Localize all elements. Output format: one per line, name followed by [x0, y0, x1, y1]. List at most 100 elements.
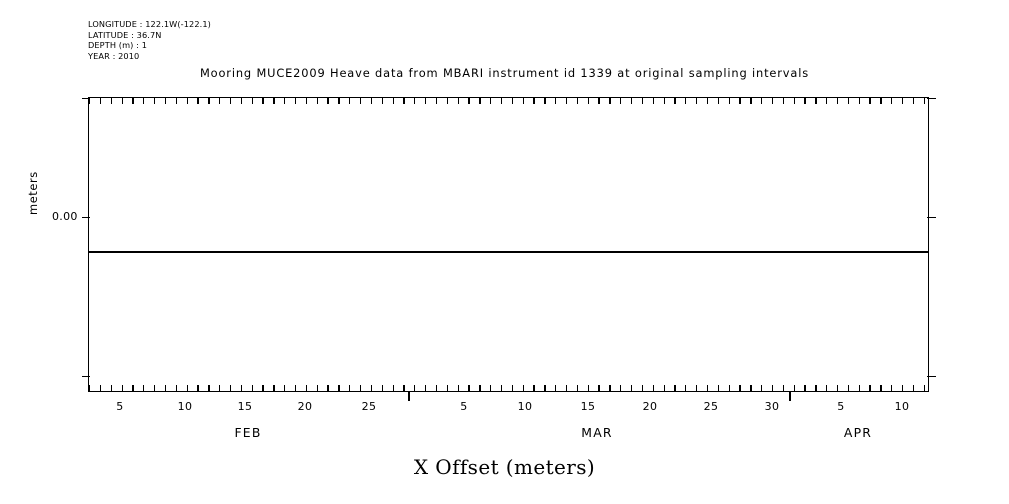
month-boundary-tick [789, 392, 792, 401]
x-tick [815, 385, 817, 391]
y-tick-left [82, 217, 90, 219]
x-tick-top [273, 98, 275, 104]
x-tick [533, 385, 535, 391]
x-tick [229, 385, 232, 391]
x-tick [121, 385, 123, 391]
x-tick-label: 10 [894, 400, 910, 413]
x-tick-top [132, 98, 134, 104]
x-tick-top [154, 98, 156, 104]
x-tick-top [826, 98, 828, 104]
x-tick [652, 385, 654, 391]
x-tick [620, 385, 622, 391]
x-tick-top [143, 98, 145, 104]
x-tick-top [750, 98, 752, 104]
x-tick-top [208, 98, 210, 104]
x-tick [446, 385, 449, 391]
x-tick-top [804, 98, 806, 104]
x-tick-top [392, 98, 394, 104]
x-tick-top [425, 98, 427, 104]
x-tick [273, 385, 275, 391]
x-tick-top [815, 98, 817, 104]
x-tick [89, 385, 91, 391]
x-tick-top [316, 98, 318, 104]
x-tick [598, 385, 600, 391]
x-tick-top [696, 98, 698, 104]
month-label-feb: FEB [234, 425, 262, 440]
x-tick [154, 385, 156, 391]
x-tick-top [706, 98, 709, 104]
x-tick [522, 385, 524, 391]
x-axis-tick-marks-bottom [89, 98, 928, 391]
x-tick-top [164, 98, 167, 104]
x-tick [164, 385, 167, 391]
x-tick [99, 385, 102, 391]
x-tick [327, 385, 329, 391]
x-tick-label: 20 [297, 400, 313, 413]
metadata-depth: DEPTH (m) : 1 [88, 40, 148, 51]
x-tick-top [349, 98, 351, 104]
x-tick-top [175, 98, 178, 104]
x-tick-top [110, 98, 112, 104]
x-tick-top [761, 98, 763, 104]
x-tick [284, 385, 286, 391]
plot-area [82, 97, 936, 392]
x-tick-top [555, 98, 557, 104]
x-tick [674, 385, 676, 391]
x-tick [544, 385, 546, 391]
x-tick [251, 385, 253, 391]
x-tick-top [468, 98, 470, 104]
x-tick-top [446, 98, 449, 104]
x-tick-top [435, 98, 438, 104]
x-tick-label: 15 [237, 400, 253, 413]
x-tick-top [598, 98, 600, 104]
x-tick [479, 385, 481, 391]
x-tick-top [902, 98, 904, 104]
x-tick [858, 385, 860, 391]
x-tick-top [609, 98, 611, 104]
x-tick [565, 385, 568, 391]
x-tick-top [663, 98, 665, 104]
metadata-header: LONGITUDE : 122.1W(-122.1) LATITUDE : 36… [88, 19, 211, 61]
x-tick [360, 385, 362, 391]
x-tick-top [490, 98, 492, 104]
x-tick-top [381, 98, 383, 104]
x-tick-top [522, 98, 524, 104]
x-tick [262, 385, 264, 391]
x-tick [750, 385, 752, 391]
y-tick-left [82, 376, 90, 378]
x-tick-top [186, 98, 188, 104]
x-tick [392, 385, 394, 391]
y-tick-left [82, 98, 90, 100]
x-tick [891, 385, 893, 391]
x-tick-top [229, 98, 232, 104]
x-tick-top [880, 98, 882, 104]
x-tick-top [500, 98, 503, 104]
x-tick [836, 385, 839, 391]
x-tick-top [674, 98, 676, 104]
x-tick-label: 25 [361, 400, 377, 413]
x-tick [370, 385, 373, 391]
x-tick-top [121, 98, 123, 104]
x-tick [728, 385, 730, 391]
x-tick-top [370, 98, 373, 104]
x-tick [175, 385, 178, 391]
x-tick-top [294, 98, 297, 104]
x-tick [804, 385, 806, 391]
x-tick [609, 385, 611, 391]
x-tick-top [197, 98, 199, 104]
chart-title: Mooring MUCE2009 Heave data from MBARI i… [199, 66, 810, 80]
x-tick-label: 15 [580, 400, 596, 413]
x-tick [739, 385, 741, 391]
x-tick-top [847, 98, 850, 104]
x-tick-top [685, 98, 687, 104]
metadata-longitude: LONGITUDE : 122.1W(-122.1) [88, 19, 211, 29]
x-axis-title: X Offset (meters) [413, 455, 596, 479]
x-tick [457, 385, 459, 391]
x-tick-top [284, 98, 286, 104]
x-tick-top [219, 98, 221, 104]
x-tick [761, 385, 763, 391]
y-axis-title: meters [26, 171, 40, 215]
x-tick-top [89, 98, 91, 104]
x-tick [500, 385, 503, 391]
x-tick [631, 385, 633, 391]
